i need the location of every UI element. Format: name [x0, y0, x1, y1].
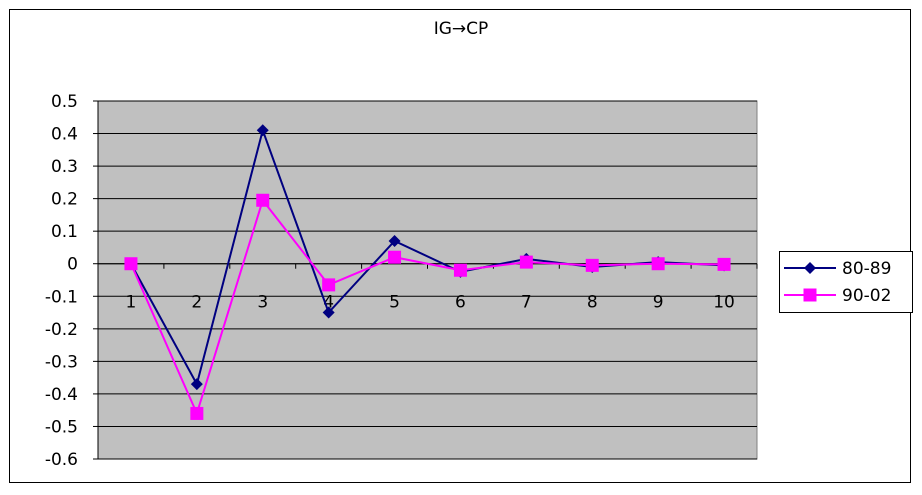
data-point-90-02 — [322, 278, 336, 292]
data-point-90-02 — [585, 258, 599, 272]
data-point-90-02 — [519, 255, 533, 269]
plot-area — [97, 100, 758, 460]
x-tick-label: 9 — [653, 293, 664, 313]
data-point-90-02 — [190, 406, 204, 420]
data-point-80-89 — [190, 378, 203, 391]
data-point-90-02 — [256, 193, 270, 207]
y-tick-label: -0.6 — [45, 450, 78, 470]
legend-item-90-02: 90-02 — [780, 284, 912, 308]
y-tick-label: 0.2 — [51, 190, 78, 210]
y-tick-label: -0.3 — [45, 352, 78, 372]
legend-label: 90-02 — [842, 286, 892, 306]
chart-title: IG→CP — [433, 19, 489, 39]
data-point-80-89 — [388, 234, 401, 247]
y-tick-label: 0 — [67, 255, 78, 275]
y-tick-label: -0.5 — [45, 417, 78, 437]
x-tick-label: 4 — [323, 293, 334, 313]
data-point-90-02 — [717, 257, 731, 271]
data-point-90-02 — [124, 257, 138, 271]
x-tick-label: 10 — [713, 293, 735, 313]
y-tick-label: 0.5 — [51, 92, 78, 112]
x-tick-label: 5 — [389, 293, 400, 313]
y-tick-label: 0.1 — [51, 222, 78, 242]
data-point-80-89 — [322, 306, 335, 319]
x-tick-label: 8 — [587, 293, 598, 313]
y-tick-label: 0.3 — [51, 157, 78, 177]
series-line-90-02 — [130, 198, 725, 417]
y-tick-label: -0.2 — [45, 320, 78, 340]
y-tick-label: -0.4 — [45, 385, 78, 405]
x-tick-label: 1 — [126, 293, 137, 313]
x-tick-label: 7 — [521, 293, 532, 313]
x-tick-label: 2 — [191, 293, 202, 313]
y-tick-label: -0.1 — [45, 287, 78, 307]
x-tick-label: 3 — [257, 293, 268, 313]
data-point-80-89 — [256, 124, 269, 137]
data-point-90-02 — [388, 250, 402, 264]
x-tick-label: 6 — [455, 293, 466, 313]
data-point-90-02 — [453, 263, 467, 277]
legend: 80-89 90-02 — [779, 251, 913, 313]
legend-item-80-89: 80-89 — [780, 257, 912, 281]
y-tick-label: 0.4 — [51, 125, 78, 145]
legend-label: 80-89 — [842, 259, 892, 279]
data-point-90-02 — [651, 257, 665, 271]
